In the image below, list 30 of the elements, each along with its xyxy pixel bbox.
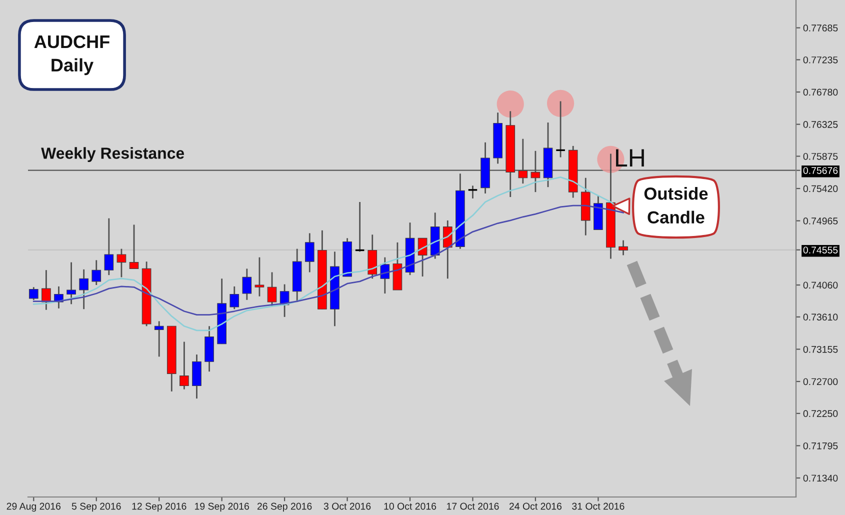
y-tick-label: 0.76780 bbox=[803, 88, 838, 96]
x-tick-label: 3 Oct 2016 bbox=[324, 502, 371, 510]
y-tick-label: 0.75420 bbox=[803, 185, 838, 192]
y-tick-label: 0.74965 bbox=[803, 218, 838, 224]
y-tick-label: 0.74555 bbox=[803, 246, 838, 254]
y-tick-label: 0.77685 bbox=[803, 24, 838, 32]
y-tick-label: 0.75676 bbox=[803, 167, 838, 174]
x-tick-label: 24 Oct 2016 bbox=[509, 502, 562, 510]
x-tick-label: 31 Oct 2016 bbox=[572, 502, 624, 510]
y-tick-label: 0.73155 bbox=[803, 346, 838, 353]
x-tick-label: 29 Aug 2016 bbox=[6, 502, 61, 512]
y-tick-label: 0.76325 bbox=[803, 121, 838, 128]
y-tick-label: 0.75875 bbox=[803, 152, 838, 160]
x-tick-label: 26 Sep 2016 bbox=[257, 502, 312, 512]
x-tick-label: 12 Sep 2016 bbox=[132, 502, 186, 512]
y-tick-label: 0.72250 bbox=[803, 410, 838, 418]
y-tick-label: 0.73610 bbox=[803, 314, 838, 321]
x-tick-label: 17 Oct 2016 bbox=[446, 502, 499, 510]
ref-line-label: Weekly Resistance bbox=[41, 147, 184, 162]
x-tick-label: 19 Sep 2016 bbox=[195, 502, 249, 512]
text: AUDCHF Daily bbox=[34, 35, 110, 76]
x-tick-label: 10 Oct 2016 bbox=[384, 502, 436, 510]
y-tick-label: 0.71340 bbox=[803, 474, 838, 482]
y-tick-label: 0.74060 bbox=[803, 282, 838, 289]
y-tick-label: 0.72700 bbox=[803, 378, 838, 386]
annotation: LH bbox=[616, 149, 644, 166]
text: Outside Candle bbox=[644, 187, 708, 224]
y-tick-label: 0.77235 bbox=[803, 56, 838, 64]
y-tick-label: 0.71795 bbox=[803, 442, 838, 450]
x-tick-label: 5 Sep 2016 bbox=[72, 502, 121, 512]
